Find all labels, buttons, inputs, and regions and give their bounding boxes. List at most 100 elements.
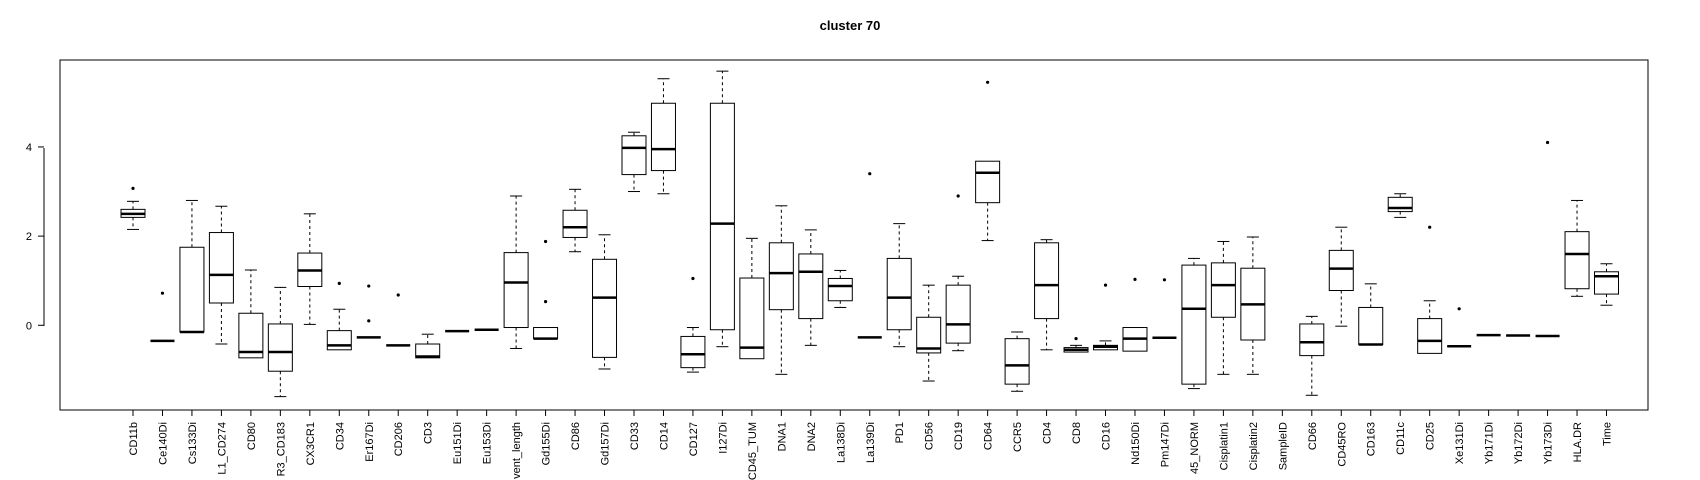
x-tick-label: Yb172Di [1513, 422, 1525, 464]
x-tick-label: La139Di [865, 422, 877, 463]
box-body [1387, 196, 1413, 213]
y-axis-ticks: 0 2 4 [26, 142, 44, 332]
box-body [562, 209, 588, 238]
x-tick-label: 45_NORM [1189, 422, 1201, 474]
x-tick-label: CD66 [1307, 422, 1319, 450]
box-body [1358, 306, 1384, 345]
box-cd19 [945, 194, 971, 352]
box-body [1564, 231, 1590, 290]
outlier-point [367, 284, 371, 288]
x-tick-label: CD206 [393, 422, 405, 456]
outlier-point [396, 293, 400, 297]
box-body [1210, 262, 1236, 318]
box-body [945, 284, 971, 344]
box-body [1417, 318, 1443, 354]
box-body [827, 277, 853, 302]
x-tick-label: Yb171Di [1484, 422, 1496, 464]
x-tick-label: Gd157Di [600, 422, 612, 465]
x-tick-label: CD163 [1366, 422, 1378, 456]
box-cd56 [916, 284, 942, 382]
outlier-point [337, 281, 341, 285]
x-tick-label: Ce140Di [157, 422, 169, 465]
x-tick-label: PD1 [894, 422, 906, 443]
box-cd8 [1063, 337, 1089, 353]
x-tick-label: Gd155Di [541, 422, 553, 465]
box-cd14 [650, 78, 676, 195]
box-er167di [356, 284, 381, 339]
x-tick-label: CD11c [1395, 422, 1407, 455]
box-time [1594, 263, 1619, 306]
box-body [916, 316, 942, 354]
box-body [886, 257, 912, 331]
box-body [768, 242, 794, 311]
box-body [975, 160, 1001, 204]
x-tick-label: CD14 [658, 422, 670, 450]
x-tick-label: CD45RO [1336, 422, 1348, 467]
outlier-point [160, 291, 165, 295]
outlier-point [1074, 337, 1078, 341]
plot-frame [59, 59, 1649, 411]
box-cd16 [1093, 283, 1119, 351]
box-cd127 [680, 276, 706, 373]
x-tick-label: CD86 [570, 422, 582, 450]
x-tick-label: R3_CD183 [275, 422, 287, 476]
box-pd1 [886, 223, 912, 348]
box-la138di [827, 269, 853, 308]
x-tick-label: CD33 [629, 422, 641, 450]
x-tick-label: CD11b [128, 422, 140, 455]
x-tick-label: CD8 [1071, 422, 1083, 444]
boxes-layer [120, 70, 1619, 398]
x-tick-label: CD4 [1042, 422, 1054, 444]
box-body [415, 343, 441, 359]
outlier-point [1457, 307, 1461, 311]
x-tick-label: CCR5 [1012, 422, 1024, 452]
box-cd11b [120, 186, 146, 230]
x-tick-label: CD34 [334, 422, 346, 450]
box-body [1004, 338, 1030, 385]
x-tick-label: CD19 [953, 422, 965, 450]
box-nd150di [1122, 277, 1148, 352]
outlier-point [986, 80, 990, 84]
box-cd80 [238, 269, 264, 359]
box-body [709, 102, 735, 331]
x-tick-label: vent_length [511, 422, 523, 479]
outlier-point [543, 239, 548, 244]
box-cd33 [621, 131, 647, 193]
box-cd206 [386, 293, 411, 347]
box-body [621, 135, 647, 176]
box-vent-length [503, 195, 529, 349]
box-la139di [857, 172, 882, 339]
outlier-point [868, 172, 872, 176]
x-tick-label: DNA2 [806, 422, 818, 451]
outlier-point [956, 194, 960, 198]
box-cs133di [179, 199, 205, 334]
box-body [650, 102, 676, 172]
box-body [326, 330, 352, 351]
x-tick-label: Pm147Di [1159, 422, 1171, 467]
box-body [680, 335, 706, 369]
x-tick-label: CD56 [924, 422, 936, 450]
box-cd34 [326, 281, 352, 351]
outlier-point [543, 300, 548, 304]
box-xe131di [1447, 307, 1472, 348]
x-tick-label: Cisplatin2 [1248, 422, 1260, 470]
box-cd66 [1299, 315, 1325, 396]
box-l1-cd274 [208, 205, 234, 345]
box-cisplatin1 [1210, 240, 1236, 375]
box-ce140di [150, 291, 175, 343]
box-45-norm [1181, 257, 1207, 390]
box-body [267, 323, 293, 372]
x-tick-label: DNA1 [776, 422, 788, 451]
x-tick-label: I127Di [717, 422, 729, 454]
box-body [1034, 242, 1060, 320]
x-tick-label: CX3CR1 [305, 422, 317, 465]
box-cd163 [1358, 283, 1384, 346]
box-body [592, 258, 618, 358]
box-body [1181, 264, 1207, 385]
box-cd45-tum [739, 237, 765, 360]
box-body [503, 252, 529, 329]
box-cd11c [1387, 193, 1413, 218]
x-tick-label: Time [1602, 422, 1614, 446]
outlier-point [1103, 283, 1108, 287]
